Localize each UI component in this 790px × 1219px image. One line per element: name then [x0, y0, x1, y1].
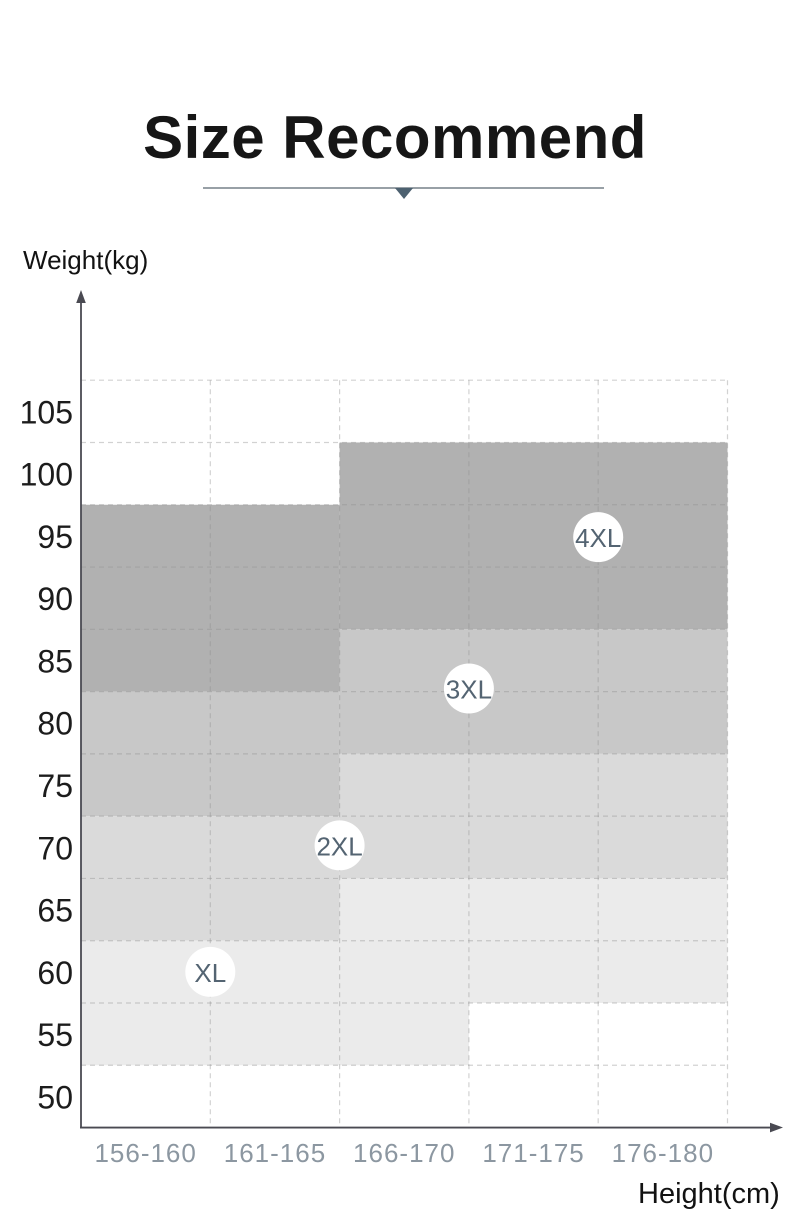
size-badge-label: 3XL	[446, 674, 492, 704]
x-axis-title: Height(cm)	[638, 1178, 780, 1210]
x-tick-label: 171-175	[482, 1138, 584, 1168]
y-tick-label: 90	[37, 581, 73, 617]
zone-2xl-rect	[81, 816, 340, 941]
page-title: Size Recommend	[143, 104, 647, 171]
y-tick-label: 55	[37, 1017, 73, 1053]
title-arrow-down-icon	[394, 188, 413, 199]
zone-3xl-rect	[81, 691, 340, 817]
zone-2xl-rect	[339, 753, 728, 879]
x-tick-label: 156-160	[94, 1138, 196, 1168]
y-tick-label: 60	[37, 955, 73, 991]
y-tick-label: 100	[20, 457, 73, 493]
zone-xl-rect	[468, 878, 728, 1003]
size-badge-2xl	[314, 820, 365, 871]
size-badge-4xl	[573, 512, 624, 563]
y-tick-label: 75	[37, 768, 73, 804]
title-underline	[203, 187, 604, 199]
y-tick-label: 80	[37, 706, 73, 742]
size-badge-label: 2XL	[316, 831, 362, 861]
y-tick-label: 85	[37, 643, 73, 679]
zone-xl-rect	[339, 878, 469, 1066]
x-tick-label: 176-180	[612, 1138, 714, 1168]
y-tick-label: 65	[37, 893, 73, 929]
size-badge-3xl	[443, 663, 494, 714]
size-badge-label: XL	[194, 958, 226, 988]
zone-4xl-rect	[339, 442, 728, 630]
zone-4xl-rect	[81, 504, 340, 692]
y-axis-title: Weight(kg)	[23, 245, 149, 275]
y-tick-label: 50	[37, 1079, 73, 1115]
size-badge-label: 4XL	[575, 523, 621, 553]
x-axis-arrow-icon	[770, 1122, 783, 1133]
y-tick-label: 105	[20, 394, 73, 430]
x-tick-label: 166-170	[353, 1138, 455, 1168]
y-axis-arrow-icon	[76, 290, 86, 303]
y-tick-label: 95	[37, 519, 73, 555]
x-tick-label: 161-165	[224, 1138, 326, 1168]
y-tick-label: 70	[37, 830, 73, 866]
size-badge-xl	[185, 946, 236, 997]
zone-3xl-rect	[339, 629, 728, 754]
